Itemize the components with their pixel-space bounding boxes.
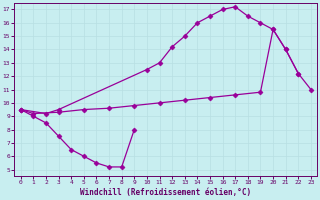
X-axis label: Windchill (Refroidissement éolien,°C): Windchill (Refroidissement éolien,°C) bbox=[80, 188, 252, 197]
